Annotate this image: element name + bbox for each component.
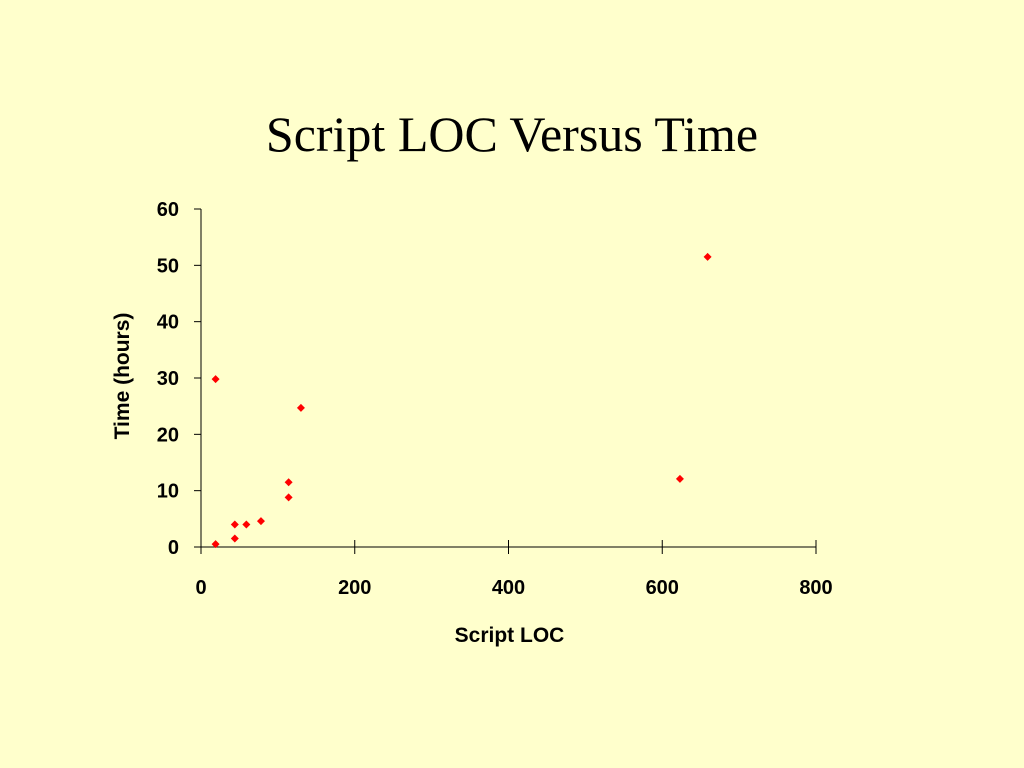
- chart-axes: [200, 209, 816, 548]
- y-tick-label: 0: [168, 537, 179, 559]
- y-tick-label: 10: [157, 481, 179, 503]
- y-tick-label: 20: [157, 424, 179, 446]
- data-point: [296, 403, 305, 412]
- x-axis-title: Script LOC: [455, 624, 565, 647]
- y-tick-label: 60: [157, 199, 179, 221]
- data-point: [703, 252, 712, 261]
- data-point: [230, 534, 239, 543]
- x-tick-label: 600: [646, 577, 679, 599]
- data-point: [256, 517, 265, 526]
- data-point: [284, 493, 293, 502]
- data-point: [211, 375, 220, 384]
- data-point: [230, 520, 239, 529]
- x-tick-label: 800: [799, 577, 832, 599]
- x-tick-label: 200: [338, 577, 371, 599]
- y-tick-label: 30: [157, 368, 179, 390]
- chart-points: [211, 252, 712, 549]
- data-point: [242, 520, 251, 529]
- y-tick-label: 40: [157, 312, 179, 334]
- x-tick-label: 400: [492, 577, 525, 599]
- y-tick-label: 50: [157, 255, 179, 277]
- x-tick-label: 0: [195, 577, 206, 599]
- data-point: [675, 474, 684, 483]
- data-point: [211, 540, 220, 549]
- data-point: [284, 478, 293, 487]
- slide-title: Script LOC Versus Time: [265, 106, 759, 162]
- y-axis-title: Time (hours): [111, 313, 134, 440]
